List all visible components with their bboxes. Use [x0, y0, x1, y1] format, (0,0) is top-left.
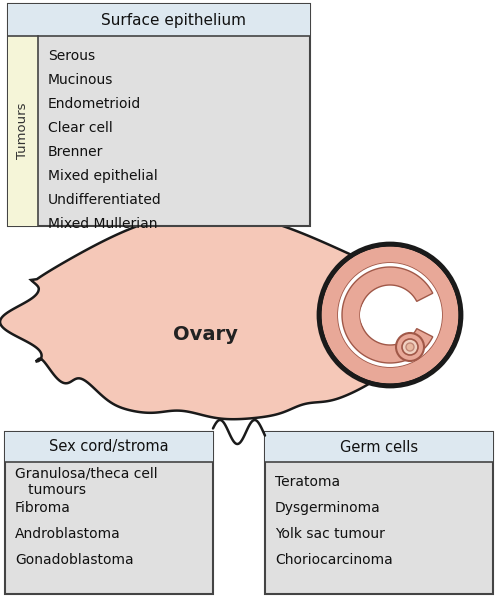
Text: Gonadoblastoma: Gonadoblastoma	[15, 553, 134, 567]
Text: Androblastoma: Androblastoma	[15, 527, 121, 541]
Text: Mixed epithelial: Mixed epithelial	[48, 169, 158, 183]
Text: Granulosa/theca cell
   tumours: Granulosa/theca cell tumours	[15, 467, 158, 497]
Circle shape	[338, 263, 442, 367]
Text: Dysgerminoma: Dysgerminoma	[275, 501, 381, 515]
Text: Mucinous: Mucinous	[48, 73, 113, 87]
FancyBboxPatch shape	[265, 432, 493, 594]
Text: Brenner: Brenner	[48, 145, 103, 159]
Text: Tumours: Tumours	[16, 103, 29, 159]
FancyBboxPatch shape	[8, 36, 38, 226]
Text: Fibroma: Fibroma	[15, 501, 71, 515]
Text: Ovary: Ovary	[173, 325, 238, 344]
Circle shape	[402, 339, 418, 355]
Circle shape	[320, 245, 460, 385]
Text: Sex cord/stroma: Sex cord/stroma	[49, 439, 169, 455]
Circle shape	[360, 293, 404, 337]
Text: Serous: Serous	[48, 49, 95, 63]
Polygon shape	[342, 267, 433, 363]
Text: Teratoma: Teratoma	[275, 475, 340, 489]
FancyBboxPatch shape	[8, 4, 310, 226]
FancyBboxPatch shape	[8, 4, 310, 36]
Circle shape	[406, 343, 414, 351]
Circle shape	[318, 243, 462, 387]
Text: Surface epithelium: Surface epithelium	[101, 13, 247, 28]
Text: Mixed Mullerian: Mixed Mullerian	[48, 217, 158, 231]
FancyBboxPatch shape	[5, 432, 213, 462]
Text: Choriocarcinoma: Choriocarcinoma	[275, 553, 393, 567]
Polygon shape	[0, 212, 415, 419]
FancyBboxPatch shape	[5, 432, 213, 594]
FancyBboxPatch shape	[265, 432, 493, 462]
Text: Undifferentiated: Undifferentiated	[48, 193, 162, 207]
Circle shape	[338, 263, 442, 367]
Circle shape	[320, 245, 460, 385]
Text: Germ cells: Germ cells	[340, 439, 418, 455]
Circle shape	[396, 333, 424, 361]
Text: Endometrioid: Endometrioid	[48, 97, 141, 111]
Text: Yolk sac tumour: Yolk sac tumour	[275, 527, 385, 541]
Text: Clear cell: Clear cell	[48, 121, 113, 135]
